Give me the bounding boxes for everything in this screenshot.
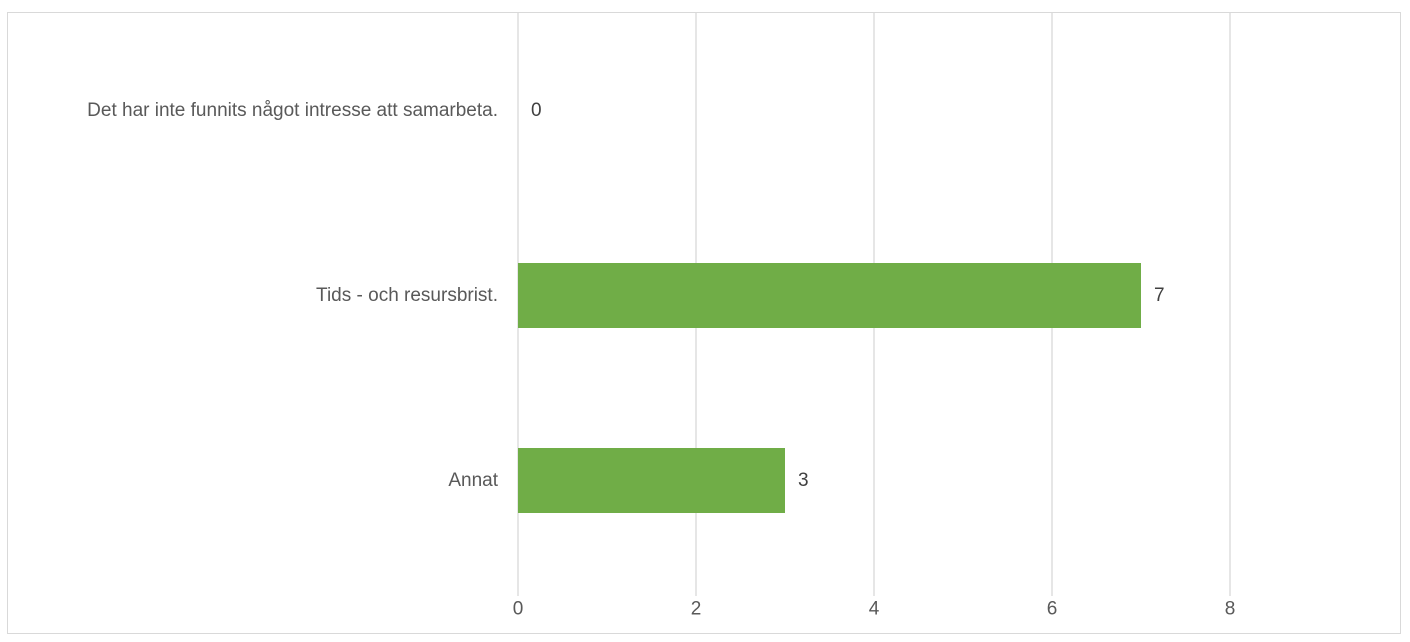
x-tick-label: 6 (1047, 599, 1058, 620)
bar (518, 263, 1141, 328)
data-label: 0 (531, 100, 542, 121)
category-label: Det har inte funnits något intresse att … (87, 100, 498, 121)
x-tick-label: 2 (691, 599, 702, 620)
x-tick-label: 8 (1225, 599, 1236, 620)
category-label: Tids - och resursbrist. (316, 285, 498, 306)
bar-chart: 0 2 4 6 8 Det har inte funnits något intresse… (87, 13, 1235, 620)
x-tick-label: 4 (869, 599, 880, 620)
x-tick-label: 0 (513, 599, 524, 620)
bar-layer (518, 263, 1141, 513)
label-layer: 0 2 4 6 8 Det har inte funnits något intresse… (87, 100, 1235, 620)
category-label: Annat (448, 470, 498, 491)
data-label: 7 (1154, 285, 1165, 306)
data-label: 3 (798, 470, 809, 491)
bar (518, 448, 785, 513)
chart-frame: 0 2 4 6 8 Det har inte funnits något intresse… (7, 12, 1401, 634)
